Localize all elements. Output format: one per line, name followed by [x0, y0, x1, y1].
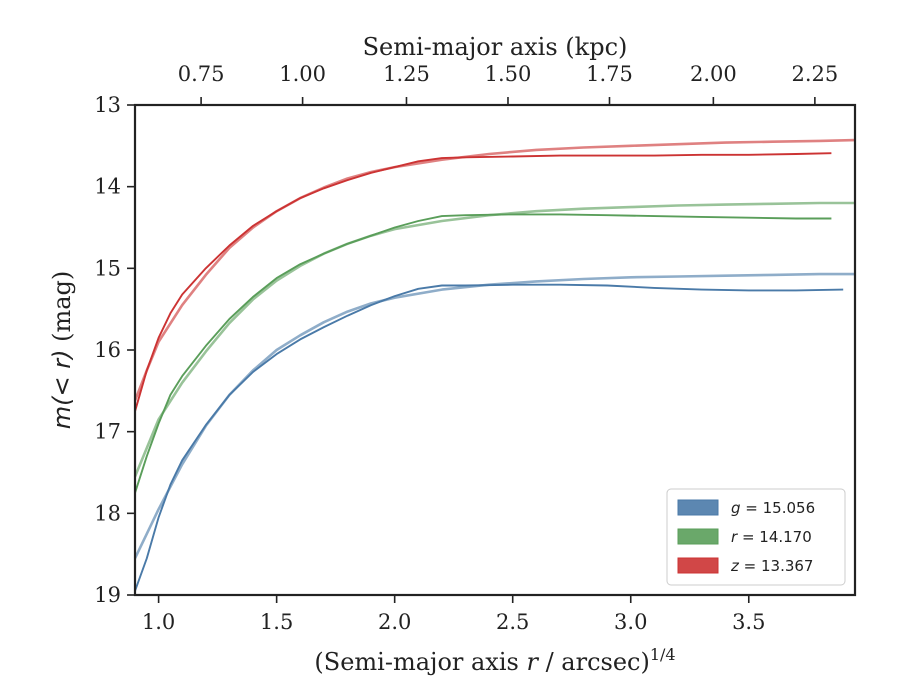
- bottom-x-axis: 1.0 1.5 2.0 2.5 3.0 3.5: [142, 595, 765, 634]
- legend-swatch-z: [677, 557, 719, 574]
- z-band-model-curve: [133, 138, 856, 402]
- top-x-tick-label: 1.50: [485, 62, 532, 86]
- bottom-x-tick-label: 2.5: [496, 610, 529, 634]
- y-tick-label: 18: [94, 501, 121, 525]
- legend-swatch-r: [677, 528, 719, 545]
- bottom-x-tick-label: 3.0: [614, 610, 647, 634]
- top-x-tick-label: 2.25: [791, 62, 838, 86]
- y-tick-label: 15: [94, 256, 121, 280]
- top-x-tick-label: 0.75: [178, 62, 225, 86]
- bottom-x-tick-label: 2.0: [378, 610, 411, 634]
- legend: g = 15.056 r = 14.170 z = 13.367: [666, 488, 846, 586]
- top-x-tick-label: 1.75: [586, 62, 633, 86]
- y-tick-label: 14: [94, 175, 121, 199]
- y-tick-label: 16: [94, 338, 121, 362]
- g-band-model-curve: [133, 272, 855, 559]
- r-band-observed-curve: [134, 213, 832, 494]
- legend-label-g: g = 15.056: [731, 499, 815, 517]
- top-x-axis: 0.75 1.00 1.25 1.50 1.75 2.00 2.25: [178, 62, 838, 105]
- bottom-x-tick-label: 1.0: [142, 610, 175, 634]
- series-layer: [133, 138, 856, 592]
- bottom-x-tick-label: 3.5: [732, 610, 765, 634]
- legend-label-z: z = 13.367: [730, 557, 813, 575]
- y-axis-title: m(< r) (mag): [48, 271, 76, 430]
- top-x-tick-label: 2.00: [690, 62, 737, 86]
- top-x-tick-label: 1.00: [279, 62, 326, 86]
- y-tick-label: 13: [94, 93, 121, 117]
- top-x-axis-title: Semi-major axis (kpc): [363, 33, 628, 61]
- bottom-x-tick-label: 1.5: [260, 610, 293, 634]
- r-band-model-curve: [133, 201, 855, 478]
- z-band-observed-curve: [134, 152, 832, 412]
- top-x-tick-label: 1.25: [383, 62, 430, 86]
- legend-swatch-g: [677, 499, 719, 516]
- g-band-observed-curve: [134, 283, 844, 592]
- y-tick-label: 19: [94, 583, 121, 607]
- legend-label-r: r = 14.170: [731, 528, 812, 546]
- left-y-axis: 13 14 15 16 17 18 19: [94, 93, 135, 607]
- bottom-x-axis-title: (Semi-major axis r / arcsec)1/4: [314, 645, 675, 676]
- y-tick-label: 17: [94, 420, 121, 444]
